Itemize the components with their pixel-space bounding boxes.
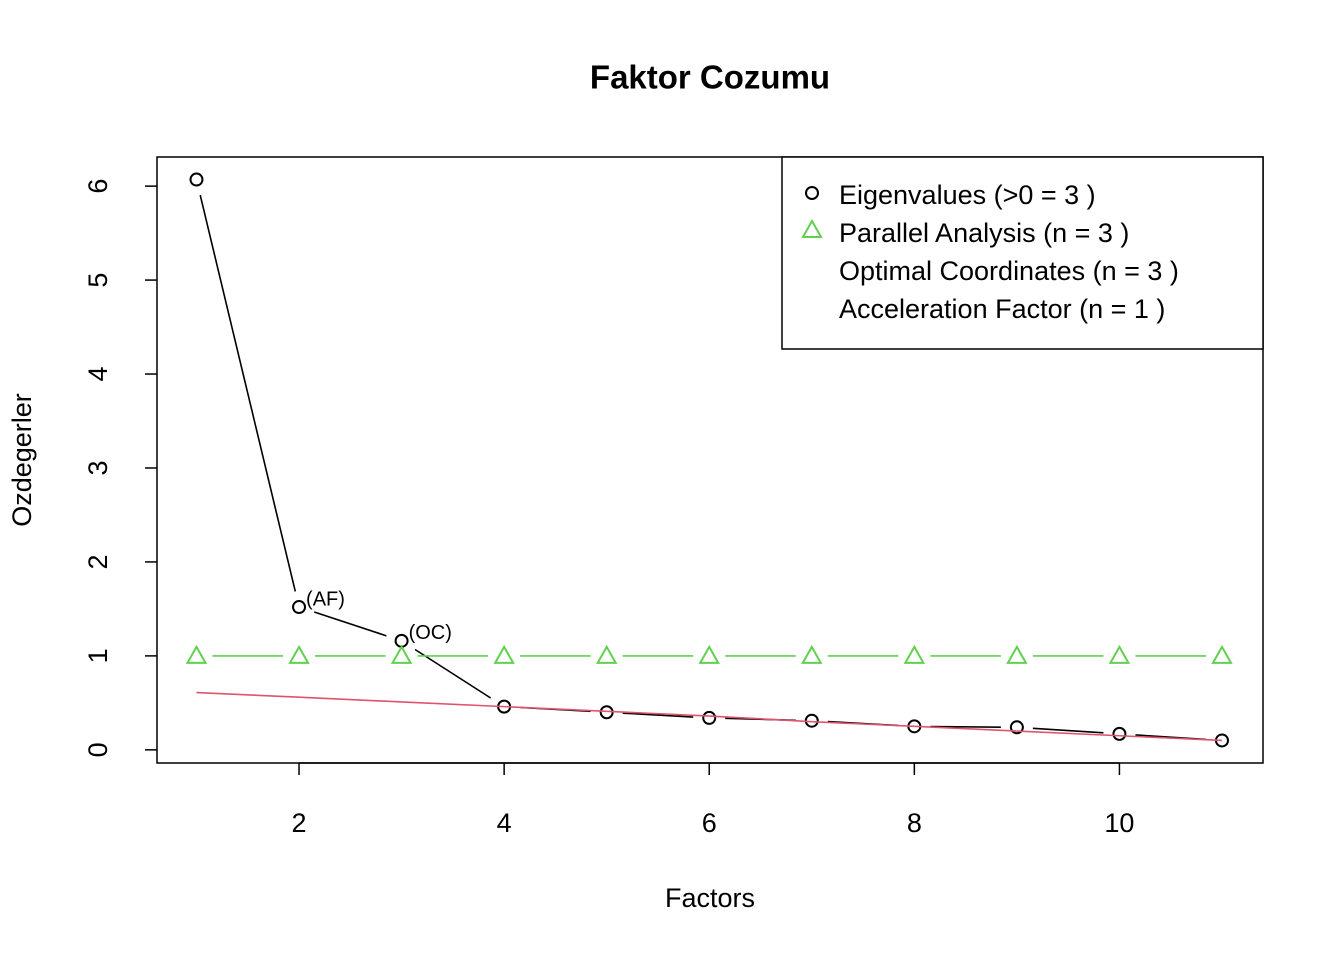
x-axis-label: Factors: [665, 883, 755, 913]
point: [292, 600, 307, 615]
series-line: [196, 691, 300, 699]
series-line: [622, 712, 694, 718]
point: [189, 172, 204, 187]
point: [903, 644, 926, 664]
x-tick-label: 6: [702, 808, 717, 838]
y-tick-label: 5: [83, 273, 113, 288]
annotation: (OC): [409, 622, 452, 644]
point: [698, 644, 720, 664]
series-line: [401, 701, 505, 708]
y-tick-label: 4: [83, 367, 113, 382]
series-line: [914, 725, 1017, 732]
y-tick-label: 0: [83, 742, 113, 757]
legend-marker: [801, 218, 823, 238]
point: [1006, 644, 1028, 664]
series-line: [313, 611, 387, 637]
x-tick-label: 4: [497, 808, 512, 838]
x-tick-label: 2: [292, 808, 307, 838]
y-tick-label: 6: [83, 179, 113, 194]
x-tick-label: 10: [1104, 808, 1134, 838]
legend-label: Eigenvalues (>0 = 3 ): [839, 180, 1096, 210]
series-line: [504, 705, 607, 713]
point: [390, 644, 413, 664]
point: [801, 644, 823, 664]
point: [595, 644, 618, 664]
y-axis-label: Ozdegerler: [7, 393, 37, 527]
point: [288, 644, 310, 664]
point: [185, 644, 208, 664]
series-line: [811, 720, 915, 728]
x-tick-label: 8: [907, 808, 922, 838]
point: [1108, 644, 1131, 664]
legend-label: Acceleration Factor (n = 1 ): [839, 294, 1165, 324]
series-line: [930, 725, 1001, 728]
series-line: [414, 648, 492, 699]
series-line: [1016, 730, 1120, 737]
legend-marker: [805, 186, 819, 200]
point: [1112, 726, 1127, 741]
series-line: [709, 715, 812, 723]
y-tick-label: 1: [83, 648, 113, 663]
point: [702, 710, 717, 725]
series-line: [199, 194, 297, 592]
legend-box: [781, 156, 1264, 350]
chart-title: Faktor Cozumu: [590, 59, 830, 96]
legend-label: Optimal Coordinates (n = 3 ): [839, 256, 1179, 286]
series-line: [1119, 734, 1223, 742]
series-line: [606, 710, 710, 717]
series-line: [298, 696, 402, 703]
y-tick-label: 3: [83, 460, 113, 475]
legend-label: Parallel Analysis (n = 3 ): [839, 218, 1129, 248]
point: [1009, 720, 1024, 735]
series-line: [1032, 727, 1104, 734]
y-tick-label: 2: [83, 554, 113, 569]
point: [1211, 644, 1233, 664]
point: [493, 644, 515, 664]
annotation: (AF): [306, 588, 345, 610]
